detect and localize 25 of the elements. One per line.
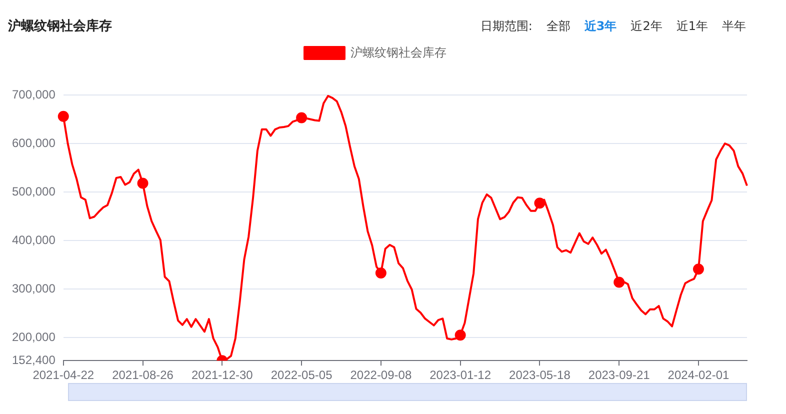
x-tick-label: 2023-05-18 xyxy=(509,368,571,382)
y-tick-label: 152,400 xyxy=(12,352,56,367)
text: 半年 xyxy=(722,18,746,35)
y-tick-label: 600,000 xyxy=(12,136,56,150)
y-tick-label: 500,000 xyxy=(12,184,56,198)
text: 近2年 xyxy=(630,18,662,35)
y-tick-label: 700,000 xyxy=(12,87,56,102)
chart-title: 沪螺纹钢社会库存 xyxy=(8,18,112,35)
x-tick-label: 2022-05-05 xyxy=(270,368,333,382)
x-tick-label: 2023-01-12 xyxy=(430,368,492,382)
x-tick-label: 2022-09-08 xyxy=(350,368,412,382)
x-tick-label: 2021-04-22 xyxy=(32,368,94,382)
x-tick-label: 2021-12-30 xyxy=(191,368,254,382)
text: 日期范围: xyxy=(480,18,532,35)
y-tick-label: 300,000 xyxy=(12,281,56,296)
text: 近3年 xyxy=(584,18,617,35)
x-tick-label: 2023-09-21 xyxy=(588,368,650,382)
y-tick-label: 200,000 xyxy=(12,330,56,344)
text: 全部 xyxy=(546,18,570,35)
point xyxy=(58,110,69,122)
text: 近1年 xyxy=(676,18,708,35)
x-tick-label: 2021-08-26 xyxy=(112,368,174,382)
x-tick-label: 2024-02-01 xyxy=(668,368,730,382)
legend-label: 沪螺纹钢社会库存 xyxy=(350,45,446,60)
y-tick-label: 400,000 xyxy=(12,232,56,247)
